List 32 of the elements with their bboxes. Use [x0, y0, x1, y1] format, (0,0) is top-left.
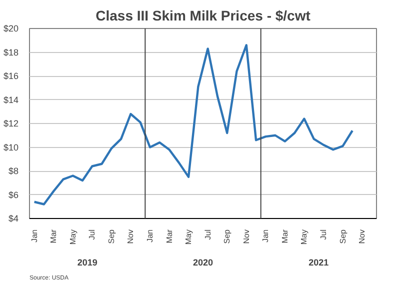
x-tick-label: Jan: [261, 229, 270, 242]
x-tick-label: Jan: [30, 229, 39, 242]
x-tick-label: Jul: [88, 229, 97, 240]
y-tick-label: $16: [3, 71, 19, 81]
chart-title: Class III Skim Milk Prices - $/cwt: [96, 8, 311, 24]
x-tick-label: Nov: [358, 229, 367, 244]
y-tick-label: $20: [3, 24, 19, 34]
text: 2021: [308, 258, 329, 268]
text: 2019: [77, 258, 98, 268]
y-tick-label: $18: [3, 47, 19, 58]
x-tick-label: Nov: [242, 229, 251, 244]
x-tick-label: Sep: [338, 228, 348, 244]
x-tick-label: May: [68, 229, 78, 245]
x-tick-label: Mar: [164, 229, 174, 244]
x-tick-label: Jan: [145, 229, 154, 242]
x-tick-label: Sep: [106, 228, 116, 244]
x-tick-label: Mar: [280, 229, 290, 244]
x-tick-label: Sep: [222, 228, 232, 244]
y-tick-label: $6: [8, 190, 19, 200]
text: 2020: [192, 258, 214, 268]
x-tick-label: Jul: [203, 229, 212, 240]
y-tick-label: $4: [8, 214, 19, 224]
y-tick-label: $12: [3, 118, 19, 128]
y-tick-label: $14: [3, 94, 19, 105]
line-series: [33, 44, 354, 206]
x-tick-label: May: [300, 229, 309, 245]
y-tick-label: $8: [8, 166, 19, 176]
x-tick-label: Mar: [49, 229, 58, 244]
x-tick-label: Jul: [318, 229, 328, 240]
y-tick-label: $10: [3, 142, 19, 152]
x-tick-label: Nov: [126, 229, 136, 244]
x-tick-label: May: [184, 229, 194, 245]
